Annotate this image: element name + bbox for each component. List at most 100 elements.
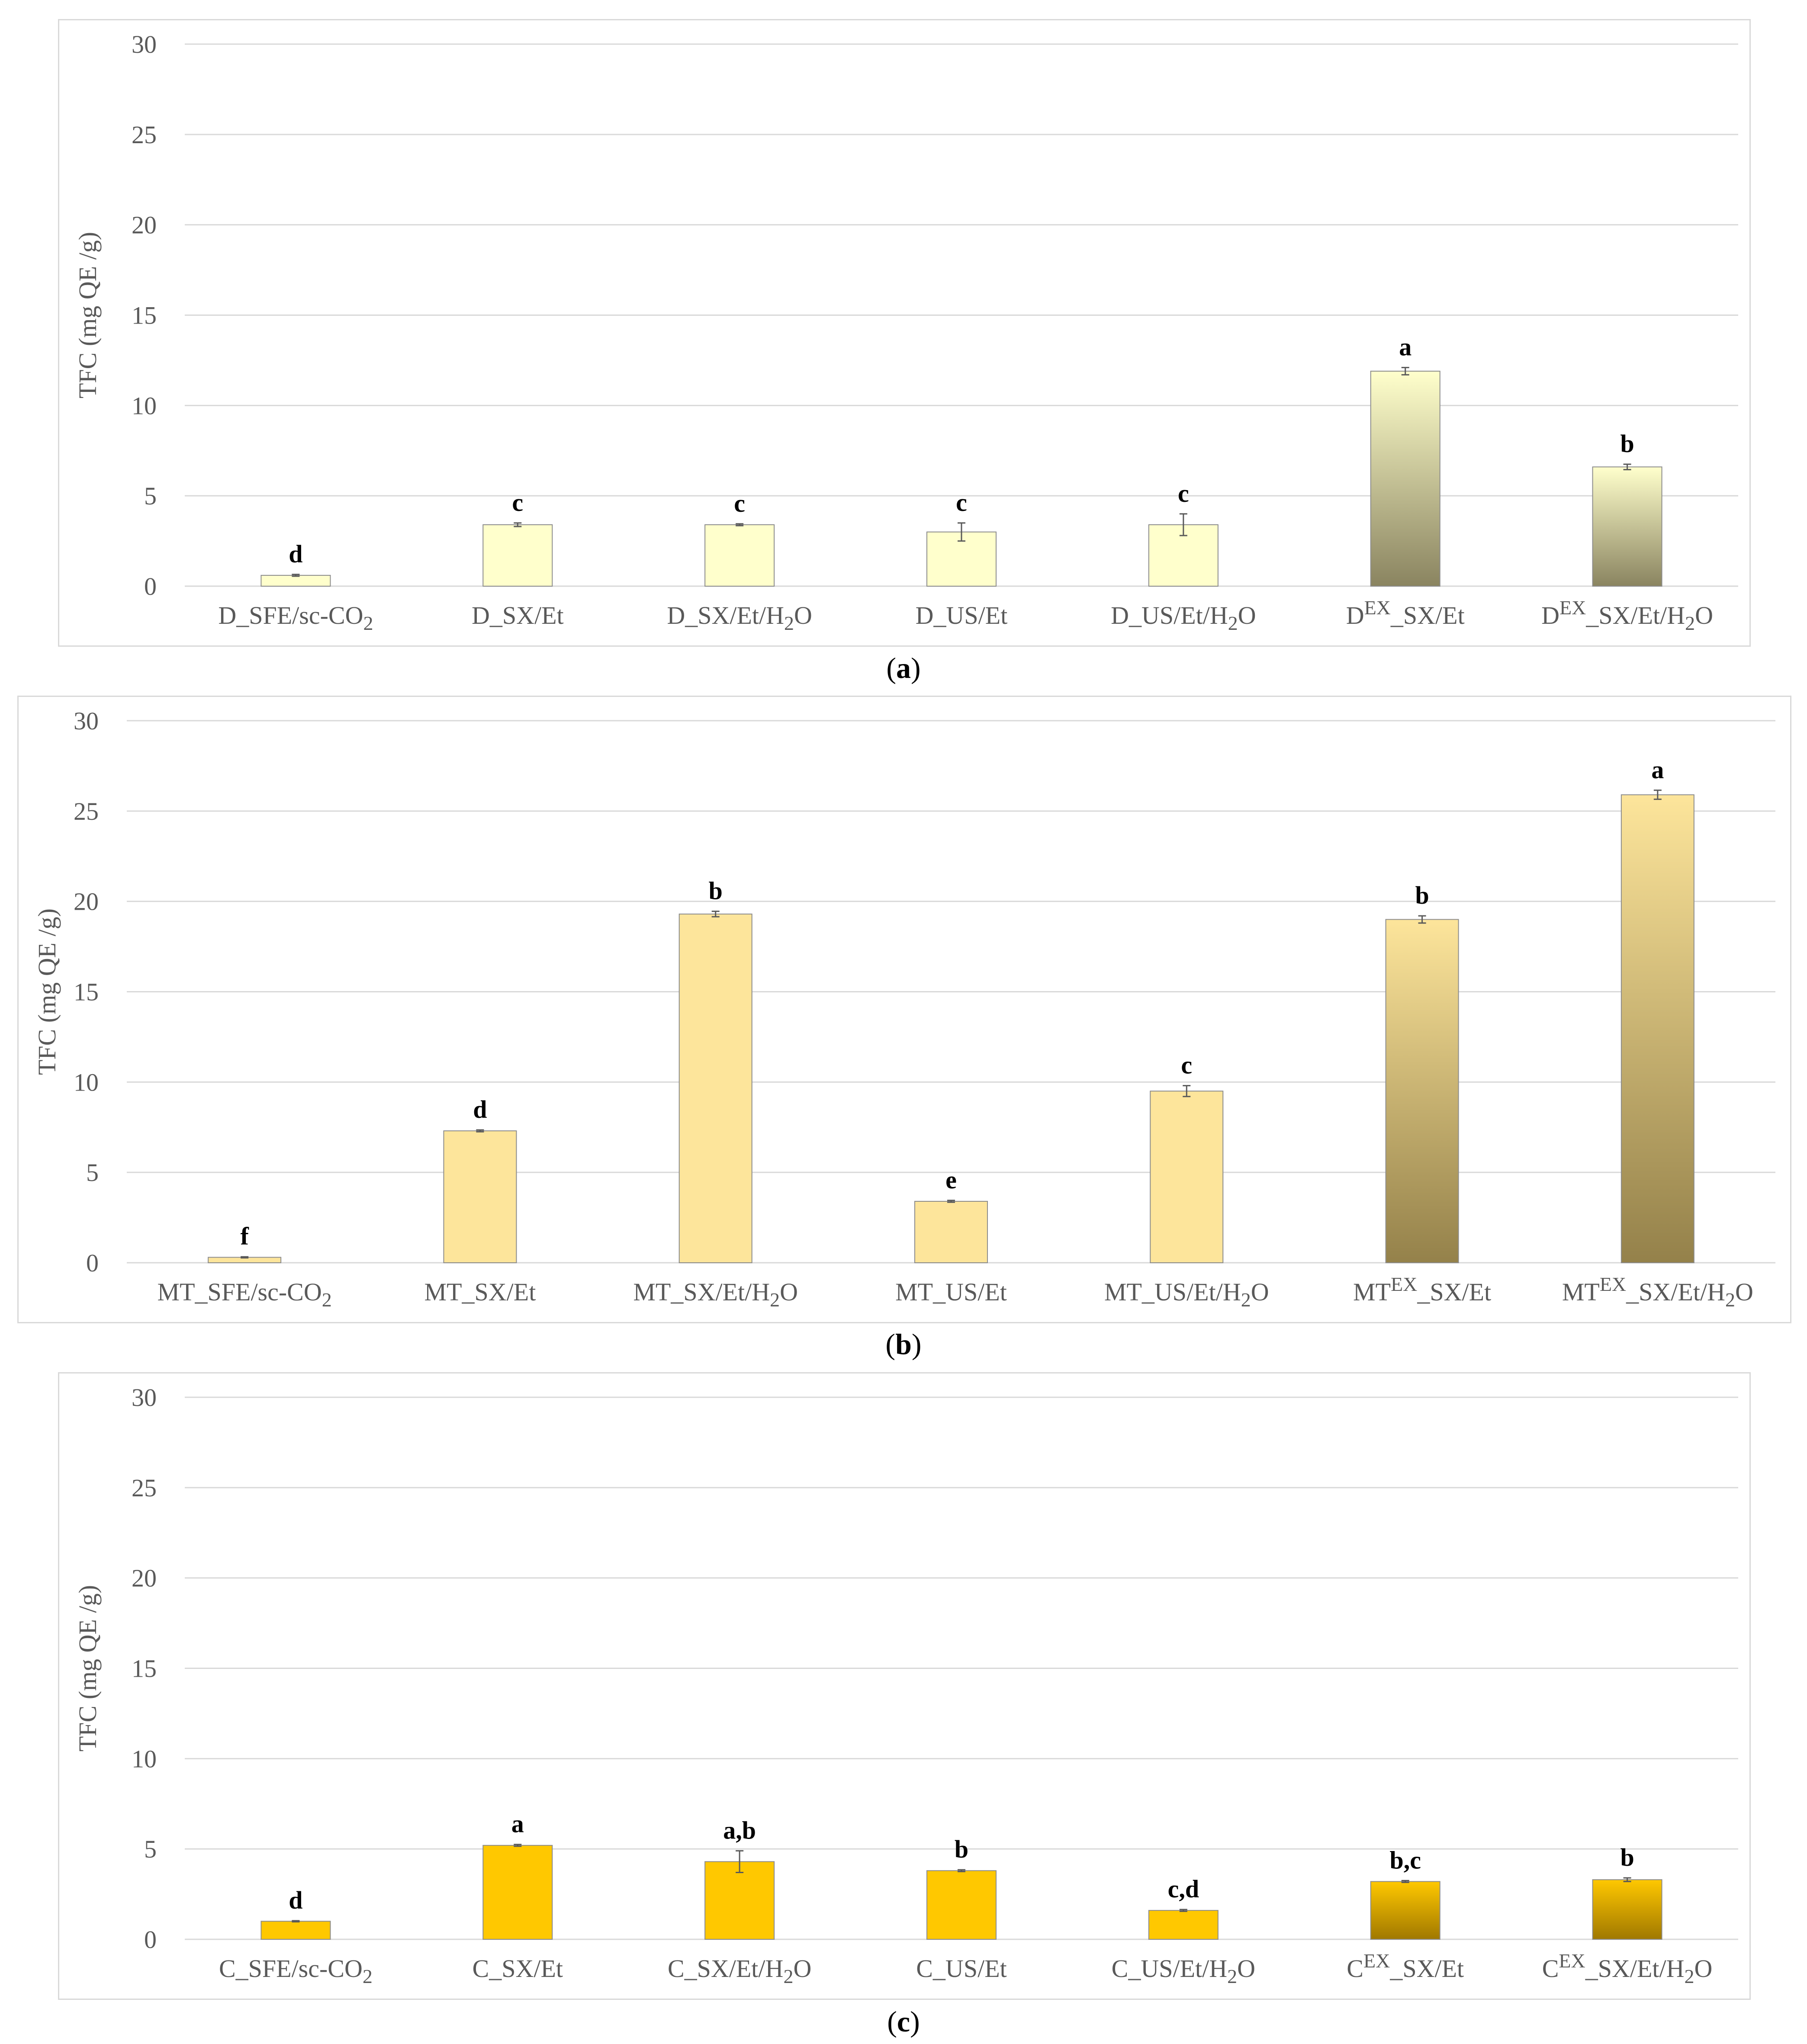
y-axis-label: TFC (mg QE /g): [74, 232, 102, 398]
significance-letter: d: [289, 1886, 302, 1914]
category-label-part: O: [1694, 1954, 1713, 1983]
category-label-part: O: [1237, 1954, 1255, 1983]
category-label-part: C: [1542, 1954, 1559, 1983]
category-label-part: 2: [783, 1965, 793, 1987]
category-label-part: 2: [1725, 1289, 1735, 1311]
category-label: D_SFE/sc-CO2: [218, 601, 373, 634]
y-axis-label: TFC (mg QE /g): [74, 1585, 102, 1752]
y-tick-label: 25: [132, 1474, 157, 1502]
category-label-part: _SX/Et: [1389, 1954, 1464, 1983]
category-label-part: MT_US/Et/H: [1104, 1278, 1241, 1306]
significance-letter: a: [1651, 756, 1664, 784]
bar: [443, 1130, 517, 1263]
category-label: MT_SFE/sc-CO2: [158, 1278, 332, 1311]
significance-letter: c: [734, 489, 745, 517]
bar: [1150, 1091, 1224, 1263]
category-label: C_SX/Et/H2O: [668, 1954, 811, 1987]
chart-panel-a: 0 5 10 15 20 25 30 TFC (mg QE /g) d D_SFE/sc-CO2 c…: [58, 19, 1751, 647]
category-label-part: 2: [1685, 612, 1695, 634]
bar: [914, 1200, 988, 1263]
bar: [704, 524, 775, 587]
significance-letter: b,c: [1389, 1846, 1421, 1874]
significance-letter: d: [473, 1095, 487, 1123]
category-label: CEX_SX/Et: [1347, 1950, 1464, 1983]
category-label-part: O: [1251, 1278, 1269, 1306]
bar: [1385, 919, 1459, 1263]
bar: [926, 1870, 997, 1940]
category-label-part: _SX/Et/H: [1585, 1954, 1685, 1983]
category-label-part: 2: [322, 1289, 332, 1311]
category-label-part: MT_SX/Et: [424, 1278, 536, 1306]
y-tick-label: 10: [74, 1068, 99, 1096]
bar: [482, 1845, 553, 1940]
bar: [1592, 466, 1662, 587]
y-tick-label: 10: [132, 1745, 157, 1773]
category-label-part: D_US/Et/H: [1111, 601, 1228, 629]
bar: [678, 913, 752, 1263]
y-tick-label: 0: [86, 1249, 99, 1277]
category-label-part: _SX/Et/H: [1585, 601, 1685, 629]
y-tick-label: 20: [132, 211, 157, 239]
category-label-part: O: [793, 1954, 811, 1983]
category-label-part: O: [1695, 601, 1713, 629]
category-label-part: EX: [1364, 597, 1391, 619]
category-label-part: D_SX/Et/H: [667, 601, 784, 629]
category-label-part: D_SX/Et: [472, 601, 564, 629]
significance-letter: b: [1620, 1843, 1634, 1871]
category-label: D_US/Et/H2O: [1111, 601, 1256, 634]
significance-letter: b: [1620, 430, 1634, 458]
bar: [260, 574, 331, 587]
category-label-part: D: [1541, 601, 1559, 629]
category-label-part: O: [794, 601, 812, 629]
category-label-part: 2: [1227, 1965, 1237, 1987]
significance-letter: b: [709, 877, 723, 905]
category-label-part: C_SX/Et: [473, 1954, 563, 1983]
significance-letter: c: [1181, 1051, 1192, 1079]
significance-letter: c: [512, 488, 523, 517]
category-label: DEX_SX/Et: [1346, 597, 1465, 629]
y-tick-label: 0: [144, 572, 157, 600]
category-label-part: D_US/Et: [916, 601, 1008, 629]
category-label-part: EX: [1559, 597, 1586, 619]
category-label-part: MT: [1353, 1278, 1391, 1306]
category-label: D_US/Et: [916, 601, 1008, 629]
y-tick-label: 5: [144, 1835, 157, 1863]
y-axis-label: TFC (mg QE /g): [33, 908, 61, 1075]
category-label-part: C_US/Et/H: [1112, 1954, 1228, 1983]
significance-letter: c,d: [1168, 1875, 1199, 1903]
category-label: D_SX/Et: [472, 601, 564, 629]
category-label-part: MT_US/Et: [895, 1278, 1007, 1306]
category-label-part: 2: [770, 1289, 780, 1311]
category-label: MTEX_SX/Et: [1353, 1273, 1491, 1306]
bar: [1370, 1881, 1440, 1940]
bar: [704, 1861, 775, 1940]
category-label: C_SX/Et: [473, 1954, 563, 1983]
category-label-part: C_SX/Et/H: [668, 1954, 784, 1983]
category-label: MT_SX/Et/H2O: [633, 1278, 798, 1311]
category-label: MTEX_SX/Et/H2O: [1562, 1273, 1753, 1311]
chart-panel-c: 0 5 10 15 20 25 30 TFC (mg QE /g) d C_SFE/sc-CO2 a…: [58, 1372, 1751, 2000]
y-tick-label: 15: [74, 978, 99, 1006]
bar: [260, 1921, 331, 1940]
category-label-part: O: [1735, 1278, 1753, 1306]
category-label-part: 2: [1241, 1289, 1251, 1311]
y-tick-label: 0: [144, 1925, 157, 1954]
category-label-part: EX: [1559, 1950, 1585, 1972]
y-tick-label: 5: [144, 482, 157, 510]
bar: [482, 524, 553, 587]
y-tick-label: 15: [132, 1655, 157, 1683]
category-label-part: O: [1238, 601, 1256, 629]
caption-a: (a): [886, 651, 921, 684]
y-tick-label: 15: [132, 302, 157, 330]
bar: [1370, 370, 1440, 587]
category-label: MT_US/Et/H2O: [1104, 1278, 1269, 1311]
category-label: MT_SX/Et: [424, 1278, 536, 1306]
caption-b: (b): [885, 1328, 922, 1361]
category-label: MT_US/Et: [895, 1278, 1007, 1306]
bar: [1592, 1879, 1662, 1940]
category-label-part: _SX/Et: [1417, 1278, 1491, 1306]
y-tick-label: 25: [74, 797, 99, 825]
category-label: D_SX/Et/H2O: [667, 601, 812, 634]
